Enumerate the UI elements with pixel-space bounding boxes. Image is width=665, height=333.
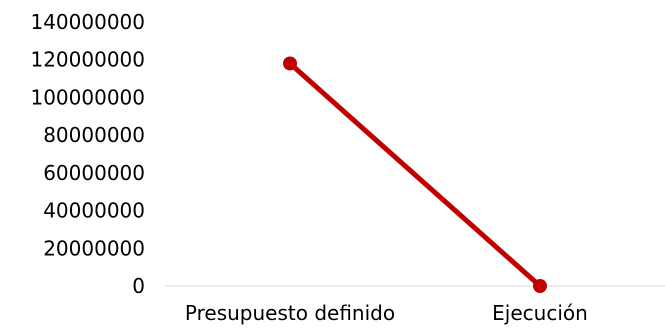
y-axis-tick-labels: 0 20000000 40000000 60000000 80000000 1000000… [30, 10, 145, 298]
y-tick-label: 140000000 [30, 10, 145, 34]
series-layer [283, 56, 547, 293]
y-tick-label: 60000000 [43, 161, 145, 185]
y-tick-label: 120000000 [30, 48, 145, 72]
x-tick-label: Presupuesto definido [185, 301, 395, 325]
x-tick-label: Ejecución [492, 301, 588, 325]
y-tick-label: 0 [132, 274, 145, 298]
x-axis-tick-labels: Presupuesto definido Ejecución [185, 301, 588, 325]
y-tick-label: 100000000 [30, 85, 145, 109]
data-point [533, 279, 547, 293]
y-tick-label: 20000000 [43, 236, 145, 260]
data-point [283, 56, 297, 71]
series-line [287, 60, 543, 289]
y-tick-label: 40000000 [43, 199, 145, 223]
y-tick-label: 80000000 [43, 123, 145, 147]
